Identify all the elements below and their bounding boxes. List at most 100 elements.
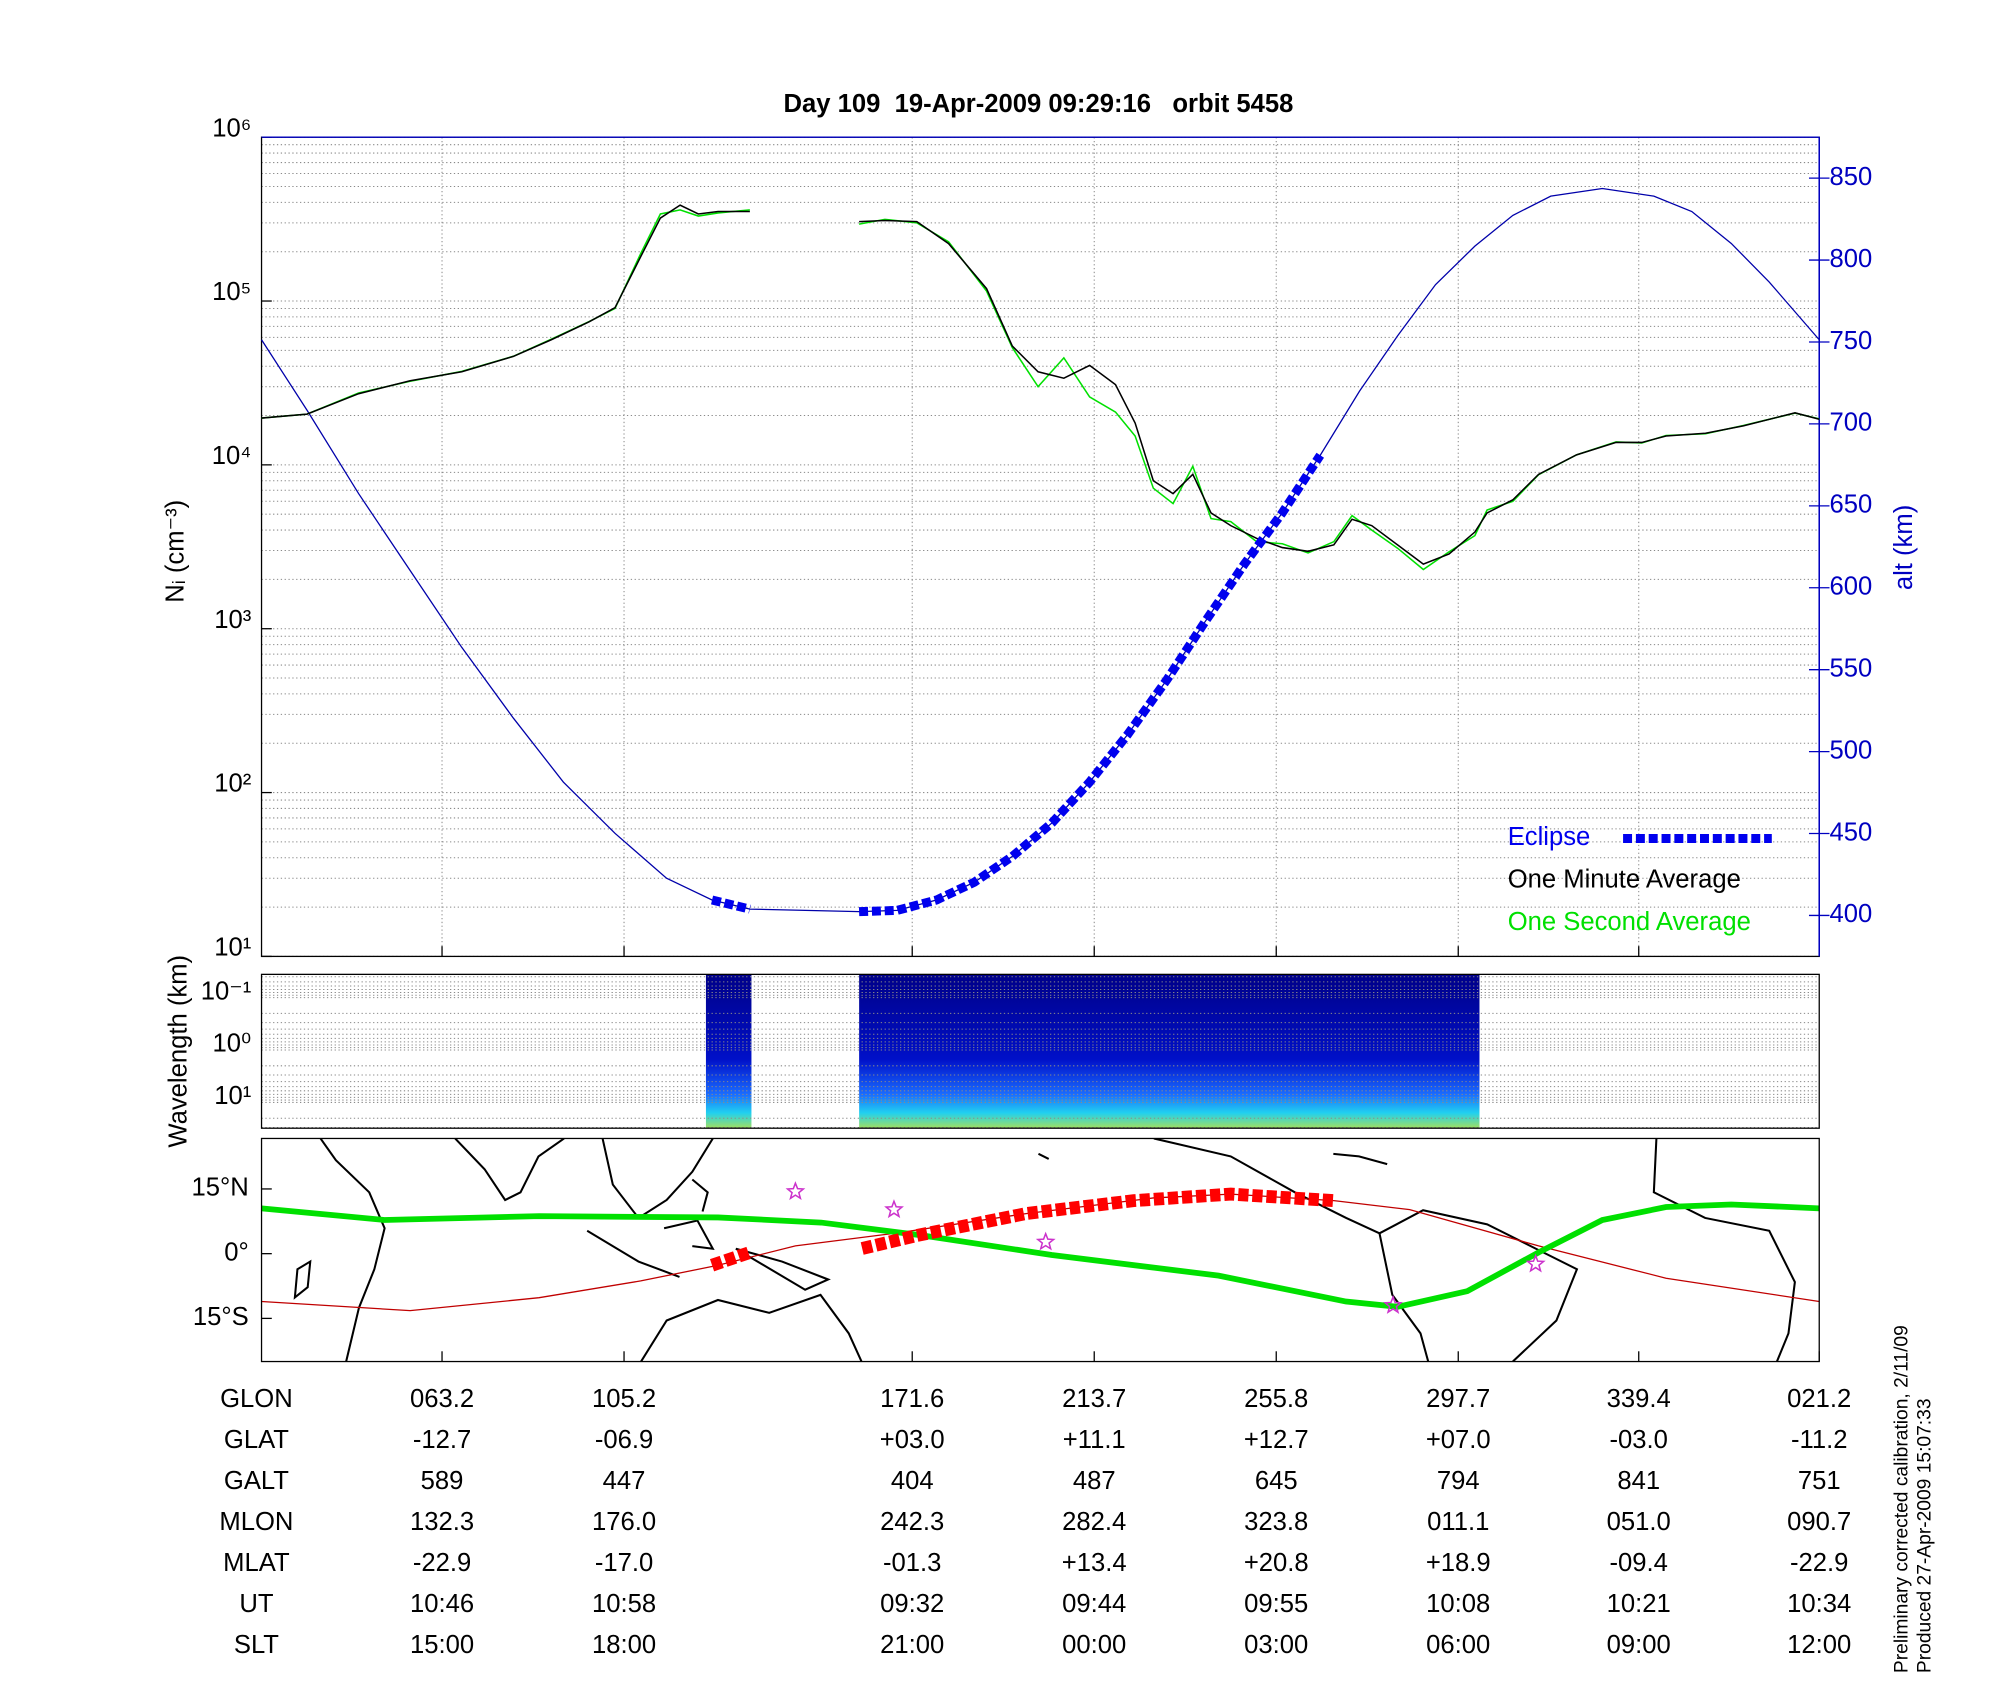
- y2-tick-label: 700: [1829, 409, 1872, 437]
- y2-tick-label: 600: [1829, 573, 1872, 601]
- table-cell: -22.9: [413, 1549, 471, 1577]
- y-tick-label: 10¹: [214, 1082, 251, 1110]
- table-cell: -17.0: [595, 1549, 653, 1577]
- spectrogram-block: [705, 974, 752, 1129]
- table-cell: -06.9: [595, 1426, 653, 1454]
- y2-tick-label: 850: [1829, 163, 1872, 191]
- table-cell: 323.8: [1244, 1508, 1308, 1536]
- side-note: Preliminary corrected calibration, 2/11/…: [1892, 1325, 1913, 1673]
- table-cell: -22.9: [1790, 1549, 1848, 1577]
- track-line: [261, 1193, 1820, 1312]
- table-cell: 404: [891, 1467, 934, 1495]
- star-marker: [1035, 1231, 1056, 1251]
- table-cell: 171.6: [880, 1385, 944, 1413]
- y-tick-label: 10²: [214, 770, 252, 798]
- y-tick-label: 10⁶: [212, 114, 251, 142]
- star-marker: [1383, 1294, 1403, 1314]
- table-cell: 242.3: [880, 1508, 944, 1536]
- table-cell: 339.4: [1607, 1385, 1671, 1413]
- table-cell: 10:21: [1607, 1590, 1671, 1618]
- table-cell: 051.0: [1607, 1508, 1671, 1536]
- table-cell: -01.3: [883, 1549, 941, 1577]
- table-cell: 447: [603, 1467, 646, 1495]
- y2-tick-label: 400: [1829, 900, 1872, 928]
- row-label: MLAT: [223, 1549, 290, 1577]
- y-tick-label: 15°N: [191, 1174, 248, 1202]
- y2-tick-label: 500: [1829, 736, 1872, 764]
- legend-label: One Second Average: [1508, 908, 1751, 936]
- table-cell: 487: [1073, 1467, 1116, 1495]
- table-cell: 00:00: [1062, 1631, 1126, 1659]
- y-tick-label: 10³: [214, 606, 252, 634]
- star-marker: [785, 1181, 806, 1201]
- table-cell: 176.0: [592, 1508, 656, 1536]
- table-cell: 10:34: [1787, 1590, 1851, 1618]
- table-cell: +11.1: [1063, 1426, 1126, 1454]
- table-cell: 09:55: [1244, 1590, 1308, 1618]
- track-line: [261, 1201, 1820, 1310]
- table-cell: 09:00: [1607, 1631, 1671, 1659]
- table-cell: 10:46: [410, 1590, 474, 1618]
- y2-tick-label: 650: [1829, 491, 1872, 519]
- row-label: SLT: [234, 1631, 279, 1659]
- title: Day 109 19-Apr-2009 09:29:16 orbit 5458: [783, 90, 1293, 118]
- table-cell: 794: [1437, 1467, 1480, 1495]
- table-cell: 10:58: [592, 1590, 656, 1618]
- y-tick-label: 10⁰: [213, 1030, 252, 1058]
- y-tick-label: 10⁵: [212, 278, 251, 306]
- table-cell: 589: [421, 1467, 464, 1495]
- table-cell: 021.2: [1787, 1385, 1851, 1413]
- star-marker: [1525, 1253, 1546, 1273]
- legend-label: One Minute Average: [1508, 866, 1741, 894]
- table-cell: 255.8: [1244, 1385, 1308, 1413]
- y-tick-label: 0°: [224, 1238, 249, 1266]
- table-cell: -03.0: [1610, 1426, 1668, 1454]
- table-cell: 090.7: [1787, 1508, 1851, 1536]
- y-tick-label: 10¹: [214, 933, 251, 961]
- table-cell: +03.0: [880, 1426, 945, 1454]
- table-cell: 282.4: [1062, 1508, 1126, 1536]
- y2-tick-label: 450: [1829, 818, 1872, 846]
- table-cell: -12.7: [413, 1426, 471, 1454]
- table-cell: +07.0: [1426, 1426, 1491, 1454]
- row-label: GLAT: [224, 1426, 289, 1454]
- table-cell: 297.7: [1426, 1385, 1490, 1413]
- star-marker: [884, 1199, 904, 1219]
- row-label: GLON: [220, 1385, 293, 1413]
- table-cell: 21:00: [880, 1631, 944, 1659]
- table-cell: 15:00: [410, 1631, 474, 1659]
- table-cell: 105.2: [592, 1385, 656, 1413]
- plot-frame: [260, 973, 1820, 1129]
- legend-label: Eclipse: [1508, 823, 1591, 851]
- y-tick-label: 10⁻¹: [201, 977, 252, 1005]
- table-cell: 751: [1798, 1467, 1841, 1495]
- side-note: Produced 27-Apr-2009 15:07:33: [1915, 1398, 1936, 1673]
- series-line: [711, 452, 1325, 917]
- table-cell: 011.1: [1427, 1508, 1489, 1536]
- table-cell: +13.4: [1062, 1549, 1127, 1577]
- series-line: [261, 204, 1820, 565]
- y2-tick-label: 750: [1829, 327, 1872, 355]
- altitude-line: [260, 187, 1820, 913]
- y-axis-label: Nᵢ (cm⁻³): [162, 500, 190, 603]
- plot-frame: [260, 1137, 1820, 1363]
- table-cell: +18.9: [1426, 1549, 1491, 1577]
- table-cell: 09:44: [1062, 1590, 1126, 1618]
- table-cell: -11.2: [1791, 1426, 1848, 1454]
- y-tick-label: 15°S: [193, 1303, 249, 1331]
- table-cell: 03:00: [1244, 1631, 1308, 1659]
- row-label: UT: [239, 1590, 274, 1618]
- y2-tick-label: 800: [1829, 245, 1872, 273]
- table-cell: 645: [1255, 1467, 1298, 1495]
- y2-tick-label: 550: [1829, 654, 1872, 682]
- table-cell: 841: [1617, 1467, 1660, 1495]
- table-cell: +12.7: [1244, 1426, 1309, 1454]
- table-cell: 10:08: [1426, 1590, 1490, 1618]
- y-axis-label: Wavelength (km): [164, 955, 192, 1148]
- table-cell: 18:00: [592, 1631, 656, 1659]
- table-cell: 12:00: [1787, 1631, 1851, 1659]
- track-line: [709, 1187, 1335, 1272]
- table-cell: -09.4: [1610, 1549, 1668, 1577]
